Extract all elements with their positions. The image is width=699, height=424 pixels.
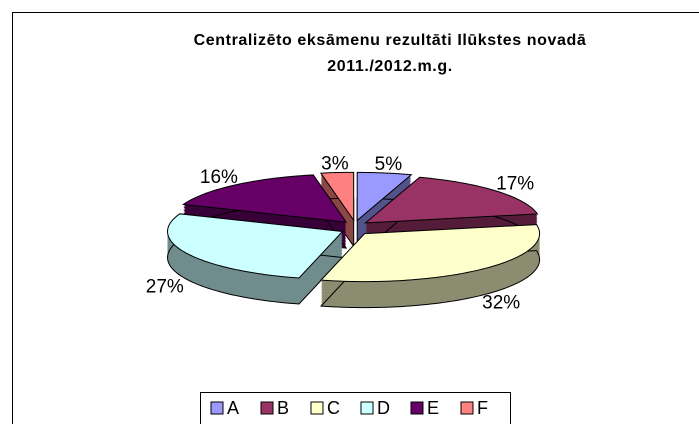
chart-frame [12,12,699,424]
legend-swatch [310,401,324,415]
data-label: 3% [321,154,349,175]
legend-swatch [460,401,474,415]
legend-label: C [327,398,340,418]
slice-side-edge [167,239,344,305]
legend-box [200,392,511,424]
slice-top [167,213,344,279]
legend-swatch [210,401,224,415]
slice-top [356,171,413,222]
legend-swatch [260,401,274,415]
slice-top [319,171,355,222]
legend-label: F [477,398,488,418]
legend-swatch [410,401,424,415]
slice-side-edge [319,250,541,309]
legend-label: B [277,398,289,418]
pie-slice [167,213,344,305]
slice-top [319,224,541,283]
data-label: 32% [482,293,520,314]
legend-label: E [427,398,439,418]
slice-top [364,176,539,224]
chart-title: Centralizēto eksāmenu rezultāti Ilūkstes… [193,32,587,75]
data-label: 27% [146,277,184,298]
legend-swatch [360,401,374,415]
legend-label: A [227,398,239,418]
legend-label: D [377,398,390,418]
data-label: 17% [496,173,534,194]
pie [167,171,541,309]
pie-slice [319,224,541,309]
legend: A B C D E F [200,392,511,424]
slice-top [181,174,348,223]
data-label: 5% [375,154,403,175]
data-label: 16% [200,167,238,188]
